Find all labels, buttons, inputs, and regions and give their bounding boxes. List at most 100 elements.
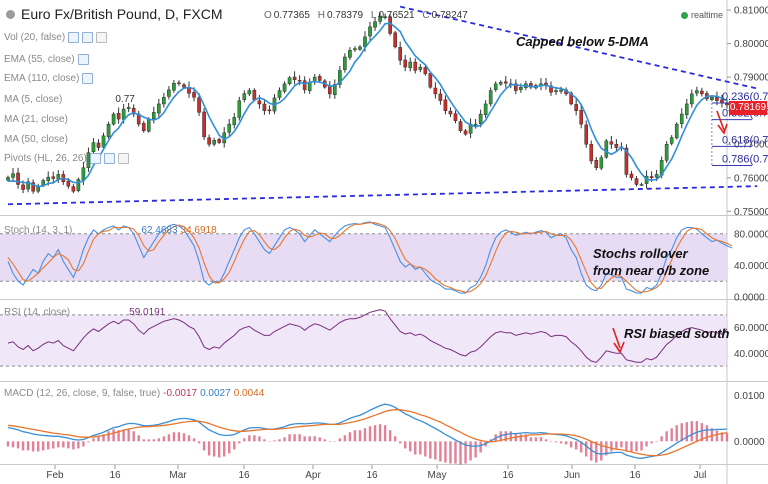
close-icon[interactable] — [117, 153, 129, 164]
macd-histogram-bar — [645, 441, 648, 447]
macd-histogram-bar — [142, 439, 145, 442]
settings-icon[interactable] — [82, 73, 94, 84]
legend-stoch[interactable]: Stoch (14, 3, 1) 62.4683 34.6918 — [4, 225, 217, 236]
candle-body — [715, 97, 719, 101]
candle-body — [554, 90, 558, 93]
candle-body — [443, 99, 448, 111]
legend-rsi[interactable]: RSI (14, close) 59.0191 — [4, 307, 165, 318]
legend-pivots[interactable]: Pivots (HL, 26, 26) — [4, 153, 129, 164]
legend-vol[interactable]: Vol (20, false) — [4, 32, 108, 43]
macd-histogram-bar — [353, 430, 357, 442]
symbol-title-text: Euro Fx/British Pound, D, FXCM — [21, 6, 223, 22]
settings-icon[interactable] — [77, 54, 89, 65]
macd-histogram-bar — [167, 434, 171, 442]
candle-body — [81, 167, 86, 181]
macd-histogram-bar — [469, 441, 472, 461]
macd-histogram-bar — [383, 425, 387, 442]
legend-macd-line: 0.0027 — [200, 388, 231, 399]
candle-body — [423, 67, 428, 74]
macd-histogram-bar — [147, 439, 150, 442]
collapse-indicator-icon[interactable] — [6, 9, 15, 19]
rsi-line — [7, 309, 728, 363]
price-axis-label: 0.75000 — [734, 207, 768, 218]
legend-ma21[interactable]: MA (21, close) — [4, 114, 68, 125]
legend-stoch-d: 34.6918 — [180, 225, 217, 236]
macd-histogram-bar — [57, 441, 60, 448]
candle-body — [126, 107, 131, 109]
rsi-arrow-icon — [613, 341, 625, 354]
macd-histogram-bar — [363, 428, 367, 442]
macd-histogram-bar — [253, 435, 256, 442]
candle-body — [679, 113, 684, 124]
ohlc-readout: O 0.77365 H 0.78379 L 0.76521 C 0.78247 — [264, 10, 473, 21]
legend-ma50[interactable]: MA (50, close) — [4, 134, 68, 145]
macd-histogram-bar — [228, 441, 231, 454]
rsi-band — [0, 314, 727, 367]
candle-body — [378, 15, 382, 22]
candle-body — [91, 142, 96, 153]
candle-body — [684, 103, 689, 116]
macd-histogram-bar — [539, 437, 543, 442]
macd-histogram-bar — [630, 441, 633, 452]
visibility-icon[interactable] — [82, 32, 94, 43]
macd-histogram-bar — [398, 441, 402, 444]
macd-histogram-bar — [705, 425, 709, 442]
macd-histogram-bar — [207, 441, 211, 456]
macd-histogram-bar — [373, 425, 377, 442]
candle-body — [71, 186, 76, 192]
trendline — [399, 5, 758, 90]
macd-histogram-bar — [715, 430, 719, 442]
legend-pivots-label: Pivots (HL, 26, 26) — [4, 153, 87, 164]
candle-body — [66, 180, 71, 187]
candle-body — [277, 90, 282, 98]
macd-histogram-bar — [358, 430, 362, 442]
visibility-icon[interactable] — [103, 153, 115, 164]
close-icon[interactable] — [96, 32, 108, 43]
macd-histogram-bar — [549, 441, 553, 442]
candle-body — [237, 100, 242, 118]
macd-histogram-bar — [574, 441, 578, 450]
macd-histogram-bar — [293, 434, 296, 442]
macd-histogram-bar — [635, 441, 638, 452]
macd-histogram-bar — [172, 432, 176, 442]
candle-body — [710, 97, 714, 100]
macd-histogram-bar — [117, 430, 120, 442]
legend-ema110[interactable]: EMA (110, close) — [4, 73, 94, 84]
macd-histogram-bar — [680, 423, 683, 442]
settings-icon[interactable] — [68, 32, 80, 43]
macd-histogram-bar — [72, 441, 75, 450]
macd-histogram-bar — [620, 441, 623, 448]
candle-body — [297, 80, 302, 82]
settings-icon[interactable] — [89, 153, 101, 164]
fib-level-label: 0.618(0.76936) — [722, 134, 768, 146]
candle-body — [192, 92, 196, 98]
candle-body — [559, 89, 563, 92]
macd-histogram-bar — [690, 421, 694, 442]
legend-macd[interactable]: MACD (12, 26, close, 9, false, true) -0.… — [4, 388, 264, 399]
legend-ma5[interactable]: MA (5, close) 0.77 — [4, 94, 135, 105]
candle-body — [478, 113, 483, 124]
macd-histogram-bar — [388, 430, 392, 442]
candle-body — [503, 81, 508, 84]
candle-body — [116, 113, 121, 120]
time-axis-label: Jul — [694, 470, 707, 481]
candle-body — [383, 16, 387, 18]
macd-histogram-bar — [258, 436, 261, 442]
legend-ema55[interactable]: EMA (55, close) — [4, 54, 89, 65]
candle-body — [177, 82, 181, 85]
macd-histogram-bar — [579, 441, 583, 453]
macd-histogram-bar — [559, 441, 563, 444]
macd-histogram-bar — [31, 441, 35, 452]
macd-histogram-bar — [263, 439, 266, 442]
macd-histogram-bar — [650, 441, 653, 444]
macd-histogram-bar — [323, 439, 326, 442]
macd-histogram-bar — [720, 432, 724, 442]
candle-body — [101, 135, 106, 148]
macd-histogram-bar — [585, 441, 588, 457]
macd-histogram-bar — [16, 441, 20, 449]
macd-histogram-bar — [21, 441, 25, 451]
macd-histogram-bar — [47, 441, 50, 450]
candle-body — [493, 83, 498, 90]
candle-body — [674, 123, 679, 139]
